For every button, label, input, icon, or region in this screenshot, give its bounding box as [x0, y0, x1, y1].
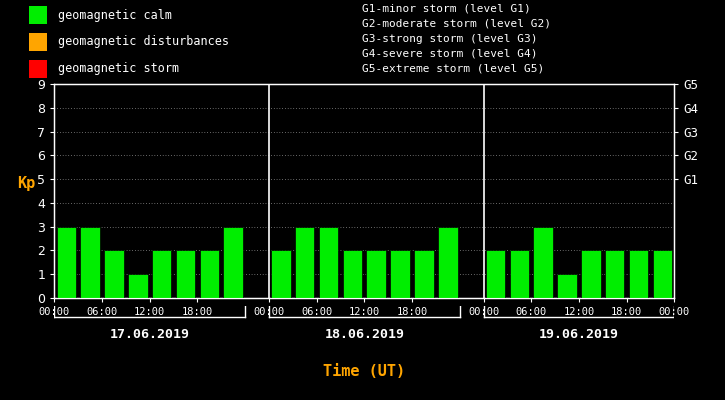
- Bar: [152, 250, 171, 298]
- Text: Time (UT): Time (UT): [323, 364, 405, 380]
- Bar: [438, 227, 457, 298]
- Bar: [271, 250, 291, 298]
- Bar: [223, 227, 243, 298]
- Text: geomagnetic disturbances: geomagnetic disturbances: [58, 36, 229, 48]
- Text: G5-extreme storm (level G5): G5-extreme storm (level G5): [362, 64, 544, 74]
- Bar: [534, 227, 553, 298]
- Text: G4-severe storm (level G4): G4-severe storm (level G4): [362, 49, 538, 59]
- Text: G1-minor storm (level G1): G1-minor storm (level G1): [362, 3, 531, 13]
- Bar: [629, 250, 648, 298]
- Bar: [581, 250, 600, 298]
- Text: 17.06.2019: 17.06.2019: [109, 328, 190, 341]
- Bar: [57, 227, 76, 298]
- Text: geomagnetic calm: geomagnetic calm: [58, 9, 172, 22]
- Bar: [319, 227, 339, 298]
- Bar: [128, 274, 148, 298]
- Bar: [104, 250, 124, 298]
- Bar: [29, 60, 47, 78]
- Text: G2-moderate storm (level G2): G2-moderate storm (level G2): [362, 18, 552, 28]
- Bar: [486, 250, 505, 298]
- Text: G3-strong storm (level G3): G3-strong storm (level G3): [362, 34, 538, 44]
- Bar: [343, 250, 362, 298]
- Bar: [390, 250, 410, 298]
- Bar: [29, 6, 47, 24]
- Text: 19.06.2019: 19.06.2019: [539, 328, 619, 341]
- Text: geomagnetic storm: geomagnetic storm: [58, 62, 179, 75]
- Bar: [605, 250, 624, 298]
- Bar: [366, 250, 386, 298]
- Bar: [558, 274, 577, 298]
- Text: 18.06.2019: 18.06.2019: [324, 328, 405, 341]
- Bar: [414, 250, 434, 298]
- Bar: [175, 250, 195, 298]
- Bar: [295, 227, 315, 298]
- Bar: [29, 33, 47, 51]
- Y-axis label: Kp: Kp: [17, 176, 36, 191]
- Bar: [199, 250, 219, 298]
- Bar: [510, 250, 529, 298]
- Bar: [652, 250, 672, 298]
- Bar: [80, 227, 100, 298]
